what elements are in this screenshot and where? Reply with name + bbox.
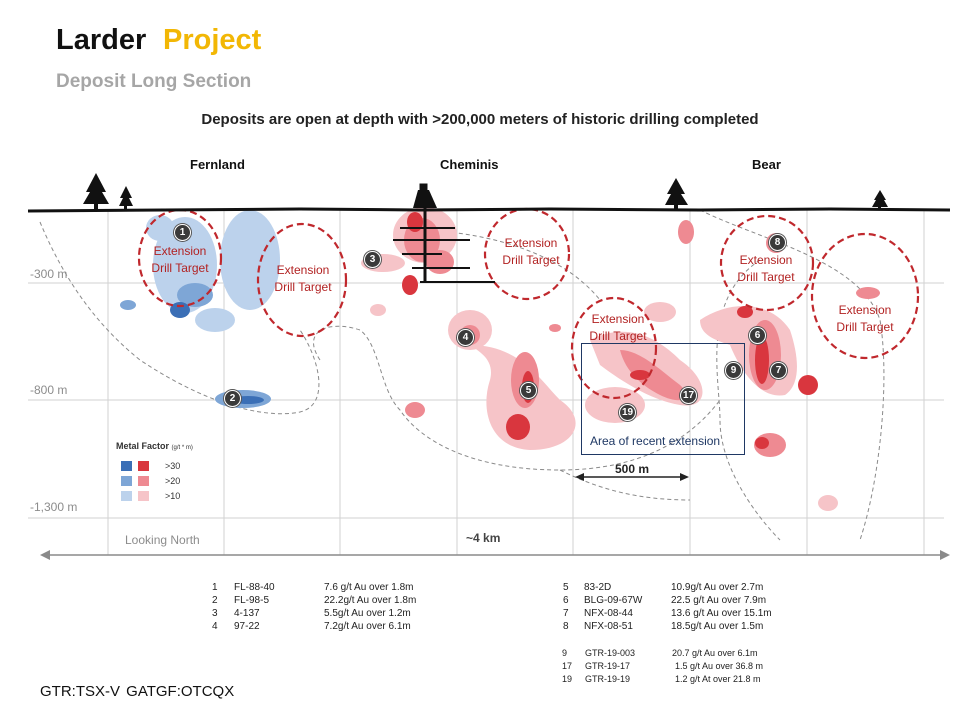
- title-project-name: Larder: [56, 24, 147, 56]
- legend-swatch-blue: [121, 476, 132, 486]
- legend-swatch-blue: [121, 461, 132, 471]
- results-table-recent: 9 GTR-19-003 20.7 g/t Au over 6.1m 17 GTR-1…: [562, 648, 902, 687]
- stock-ticker: GTR:TSX-V GATGF:OTCQX: [40, 683, 235, 700]
- result-row: 17 GTR-19-17 1.5 g/t Au over 36.8 m: [562, 661, 764, 671]
- recent-extension-label: Area of recent extension: [590, 434, 721, 448]
- target-label: Extension Drill Target: [589, 312, 647, 343]
- drill-hole-marker: 4: [457, 329, 474, 346]
- legend-label: >30: [165, 461, 181, 471]
- scale-bar-label: 500 m: [615, 462, 650, 476]
- recent-extension-area-box: [581, 343, 745, 455]
- result-row: 19 GTR-19-19 1.2 g/t At over 21.8 m: [562, 674, 761, 684]
- result-row: 7 NFX-08-44 13.6 g/t Au over 15.1m: [563, 608, 772, 619]
- target-label: Extension Drill Target: [737, 253, 795, 284]
- ground-surface: [27, 207, 951, 213]
- drill-hole-marker: 8: [769, 234, 786, 251]
- blue-mineralized-zones: [120, 210, 280, 408]
- looking-direction-label: Looking North: [125, 533, 200, 547]
- result-row: 2 FL-98-5 22.2g/t Au over 1.8m: [212, 595, 417, 606]
- result-row: 8 NFX-08-51 18.5g/t Au over 1.5m: [563, 621, 764, 632]
- result-row: 1 FL-88-40 7.6 g/t Au over 1.8m: [212, 582, 414, 593]
- drill-hole-marker: 9: [725, 362, 742, 379]
- target-label: Extension Drill Target: [836, 303, 894, 334]
- legend-swatch-blue: [121, 491, 132, 501]
- legend-label: >10: [165, 491, 181, 501]
- result-row: 9 GTR-19-003 20.7 g/t Au over 6.1m: [562, 648, 758, 658]
- legend-title: Metal Factor (g/t * m): [116, 441, 193, 451]
- section-length-arrow: [40, 550, 950, 560]
- deposit-name-bear: Bear: [752, 157, 781, 172]
- drill-hole-marker: 17: [680, 387, 697, 404]
- legend-swatch-red: [138, 476, 149, 486]
- target-label: Extension Drill Target: [274, 263, 332, 294]
- target-label: Extension Drill Target: [151, 244, 209, 275]
- drill-hole-marker: 3: [364, 251, 381, 268]
- deposit-name-fernland: Fernland: [190, 157, 245, 172]
- title-project-word: Project: [163, 24, 262, 56]
- drill-hole-marker: 7: [770, 362, 787, 379]
- depth-label-800: -800 m: [30, 383, 68, 397]
- subtitle: Deposit Long Section: [56, 71, 252, 92]
- headline: Deposits are open at depth with >200,000…: [201, 111, 759, 128]
- deposit-outlines: [39, 209, 885, 541]
- result-row: 6 BLG-09-67W 22.5 g/t Au over 7.9m: [563, 595, 767, 606]
- section-length-label: ~4 km: [466, 531, 501, 545]
- deposit-name-cheminis: Cheminis: [440, 157, 499, 172]
- tree-icons: [83, 173, 888, 210]
- result-row: 3 4-137 5.5g/t Au over 1.2m: [212, 608, 411, 619]
- legend-swatch-red: [138, 491, 149, 501]
- result-row: 4 97-22 7.2g/t Au over 6.1m: [212, 621, 411, 632]
- drill-hole-marker: 2: [224, 390, 241, 407]
- result-row: 5 83-2D 10.9g/t Au over 2.7m: [563, 582, 764, 593]
- legend-swatch-red: [138, 461, 149, 471]
- mine-shaft-icon: [393, 183, 495, 283]
- drill-hole-marker: 6: [749, 327, 766, 344]
- depth-label-300: -300 m: [30, 267, 68, 281]
- legend-label: >20: [165, 476, 181, 486]
- drill-hole-marker: 1: [174, 224, 191, 241]
- depth-label-1300: -1,300 m: [30, 500, 78, 514]
- scale-bar: [575, 473, 689, 481]
- drill-hole-marker: 19: [619, 404, 636, 421]
- results-table-left: 1 FL-88-40 7.6 g/t Au over 1.8m 2 FL-98-5 22…: [212, 582, 542, 634]
- drill-hole-marker: 5: [520, 382, 537, 399]
- target-label: Extension Drill Target: [502, 236, 560, 267]
- results-table-right: 5 83-2D 10.9g/t Au over 2.7m 6 BLG-09-67W 22…: [563, 582, 893, 634]
